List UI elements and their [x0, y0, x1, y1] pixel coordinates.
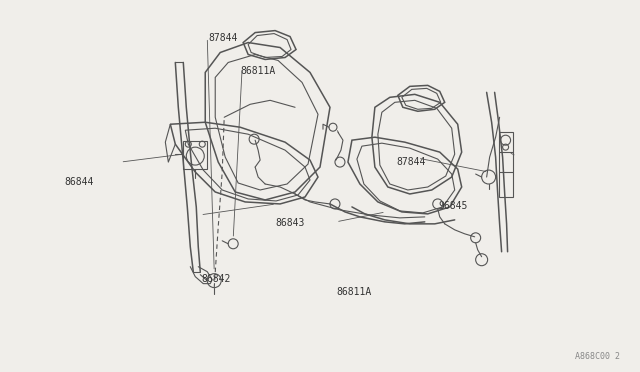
- Text: 86842: 86842: [202, 274, 231, 284]
- Text: 86844: 86844: [65, 177, 94, 187]
- Bar: [183, 141, 207, 169]
- Bar: [499, 132, 513, 197]
- Text: 87844: 87844: [397, 157, 426, 167]
- Text: 86811A: 86811A: [336, 286, 371, 296]
- Text: 86811A: 86811A: [240, 66, 275, 76]
- Text: A868C00 2: A868C00 2: [575, 352, 620, 361]
- Text: 96845: 96845: [438, 201, 467, 211]
- Text: 86843: 86843: [275, 218, 305, 228]
- Text: 87844: 87844: [208, 33, 237, 43]
